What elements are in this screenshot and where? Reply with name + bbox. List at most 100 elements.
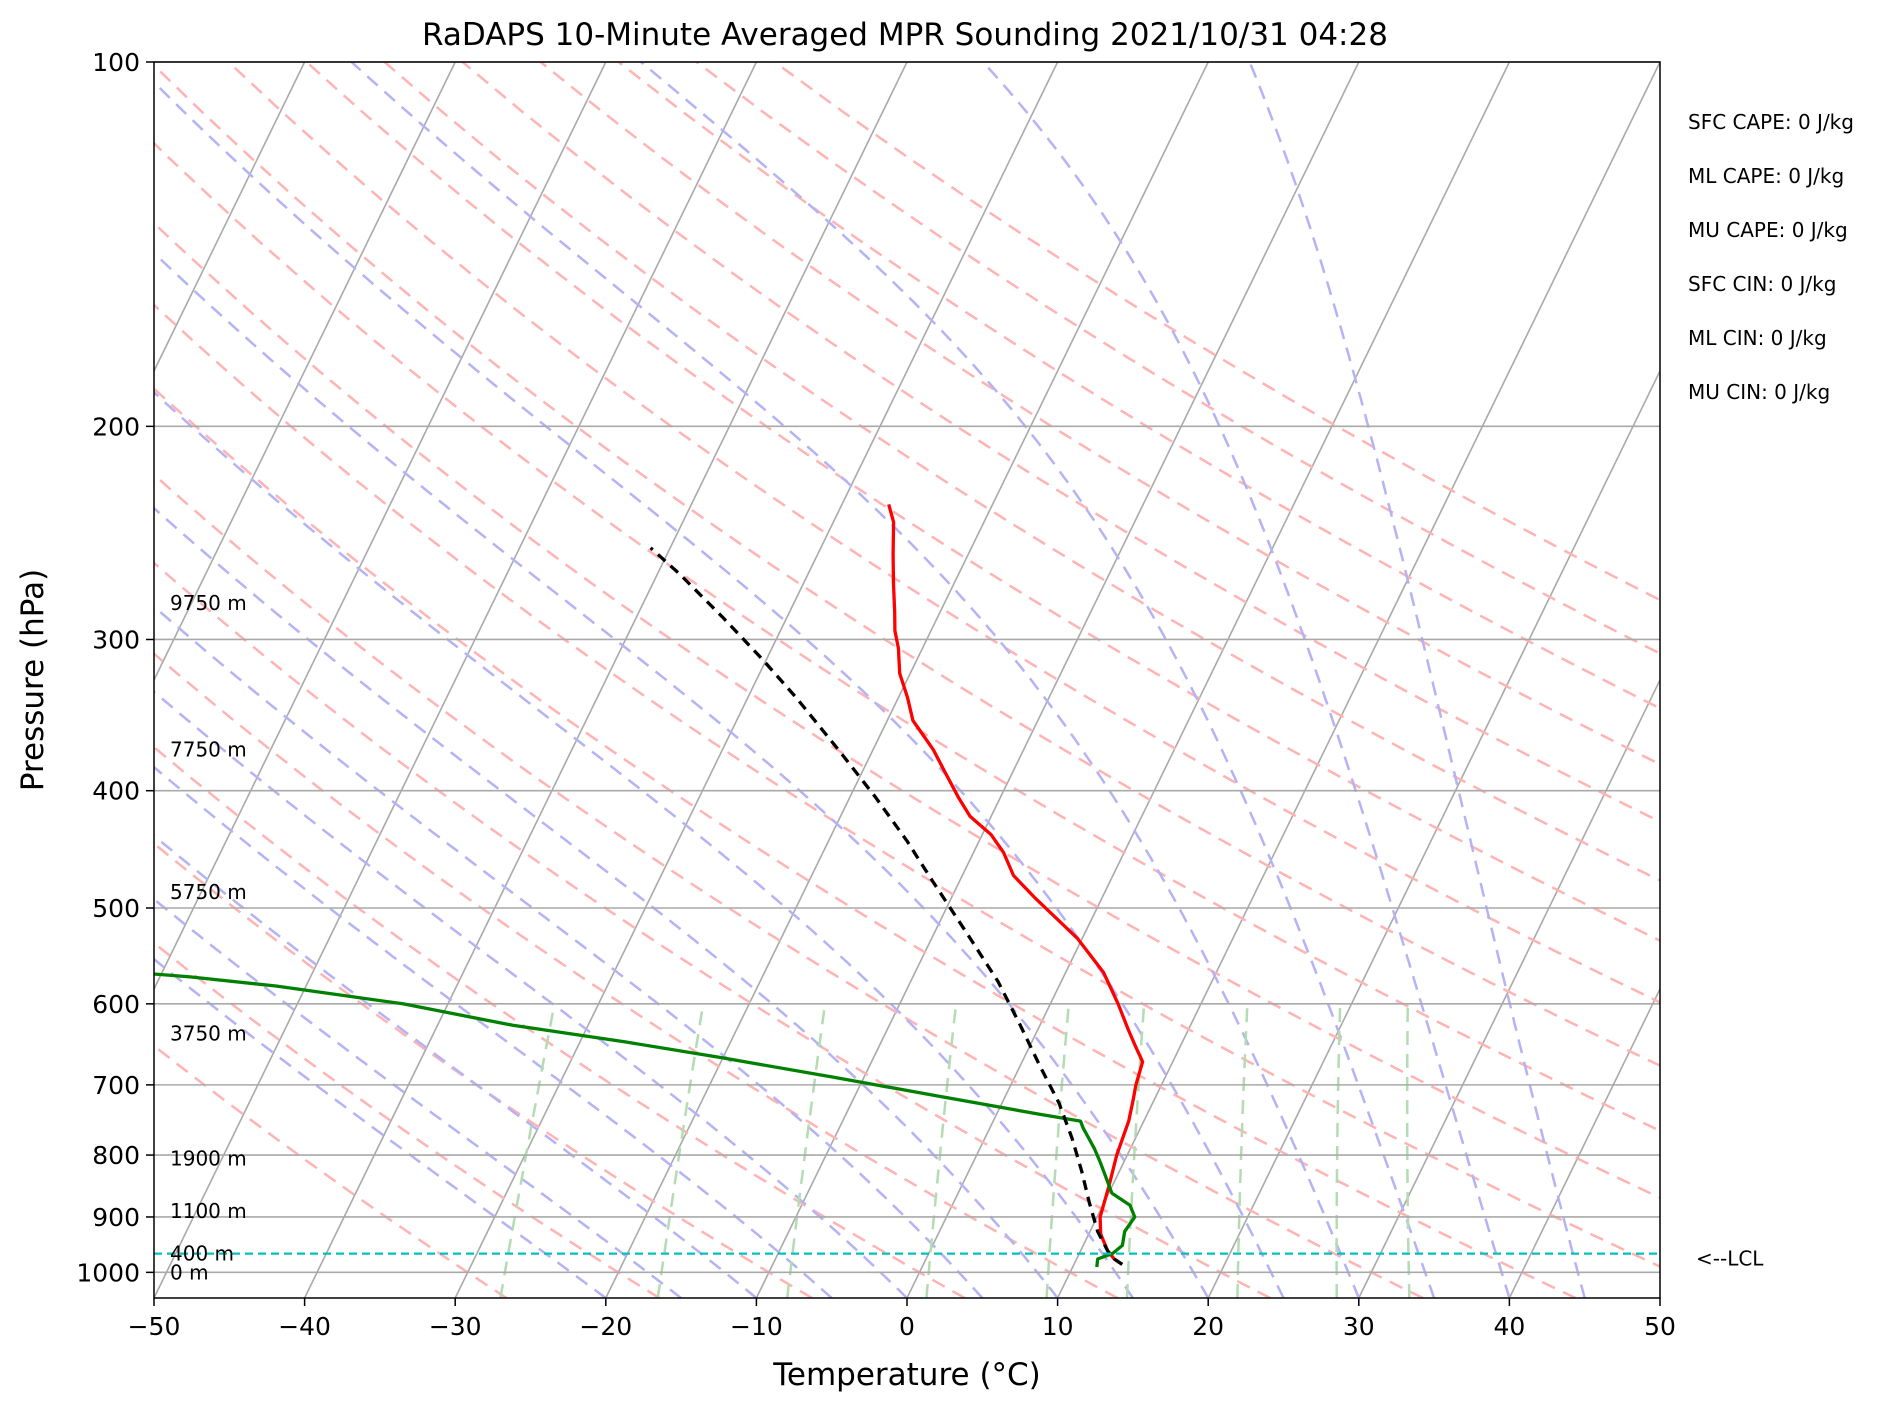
y-tick-label: 200 [92,412,140,441]
moist-adiabat-line [154,834,758,1298]
y-tick-label: 1000 [76,1258,140,1287]
dry-adiabat-line [154,63,1660,1068]
x-tick-label: 50 [1644,1312,1676,1341]
isotherm-line [605,62,1209,1298]
isotherm-line [1659,1296,1660,1298]
mixing-ratio-line [1335,1003,1342,1298]
x-tick-label: −20 [579,1312,632,1341]
moist-adiabat-line [154,765,833,1298]
stability-indices: SFC CAPE: 0 J/kg ML CAPE: 0 J/kg MU CAPE: … [1688,110,1854,404]
isotherm-line [454,62,1059,1298]
dry-adiabat-line [154,387,1577,1298]
isotherm-line [154,62,306,373]
height-labels: 9750 m 7750 m 5750 m 3750 m 1900 m 1100 m 400 … [170,591,247,1284]
height-label: 400 m [170,1242,234,1266]
moist-adiabat-line [982,62,1511,1298]
height-label: 1900 m [170,1146,247,1170]
mixing-ratio-line [1405,1003,1411,1298]
moist-adiabat-line [154,957,607,1298]
dry-adiabat-line [227,62,1660,1004]
index-label: MU CIN: 0 J/kg [1688,380,1830,404]
x-tick-label: −40 [278,1312,331,1341]
isotherm-line [1056,62,1660,1298]
isotherm-line [1207,369,1660,1298]
y-tick-label: 500 [92,894,140,923]
dry-adiabat-line [305,62,1660,942]
dry-adiabat-line [154,473,1424,1298]
mixing-ratio-line [1236,1003,1249,1298]
dry-adiabat-line [154,745,966,1298]
mixing-ratio-line [925,1003,958,1298]
x-tick-label: 20 [1192,1312,1224,1341]
index-label: SFC CAPE: 0 J/kg [1688,110,1854,134]
temperature-line [887,503,1145,1266]
index-label: SFC CIN: 0 J/kg [1688,272,1836,296]
mixing-ratio-line [499,1003,556,1298]
x-tick-label: 30 [1343,1312,1375,1341]
dry-adiabat-line [383,62,1660,882]
isotherm-line [303,62,908,1298]
x-axis-ticks: −50 −40 −30 −20 −10 0 10 20 30 40 50 [128,1298,1676,1341]
isotherm-line [0,62,3,1298]
moist-adiabat-line [154,506,1059,1298]
mixing-ratio-line [656,1003,705,1298]
dry-adiabat-line [539,62,1660,766]
height-label: 0 m [170,1260,209,1284]
y-tick-label: 400 [92,777,140,806]
dry-adiabat-line [154,561,1271,1298]
moist-adiabat-line [154,604,984,1298]
dry-adiabat-line [695,62,1660,655]
isotherm-line [154,62,456,682]
y-tick-label: 100 [92,48,140,77]
moist-adiabat-line [154,390,1134,1298]
x-tick-label: 10 [1042,1312,1074,1341]
moist-adiabat-line [1248,62,1586,1298]
background-lines [0,62,1660,1298]
dry-adiabat-line [154,141,1660,1133]
dry-adiabat-line [154,303,1660,1268]
mixing-ratio-line [785,1003,827,1298]
dry-adiabat-line [617,62,1660,710]
x-tick-label: −30 [429,1312,482,1341]
moist-adiabat-line [154,80,1285,1298]
height-label: 7750 m [170,738,247,762]
x-tick-label: 40 [1493,1312,1525,1341]
lcl-label: <--LCL [1696,1247,1764,1271]
moist-adiabat-line [154,690,908,1298]
mixing-ratio-line [1045,1003,1071,1298]
y-axis-label: Pressure (hPa) [15,569,51,791]
index-label: ML CIN: 0 J/kg [1688,326,1827,350]
height-label: 3750 m [170,1022,247,1046]
dry-adiabat-line [154,841,813,1298]
lcl-group: <--LCL [154,1247,1764,1271]
dewpoint-line [154,972,1137,1268]
parcel-profile-line [649,546,1124,1266]
y-tick-label: 800 [92,1141,140,1170]
y-tick-label: 900 [92,1203,140,1232]
x-tick-label: −10 [730,1312,783,1341]
isotherm-line [154,62,607,991]
isotherm-line [1358,678,1660,1298]
height-label: 5750 m [170,880,247,904]
dry-adiabat-line [461,62,1660,824]
y-tick-label: 700 [92,1071,140,1100]
isotherm-line [1508,987,1660,1298]
sounding-series [154,503,1145,1268]
index-label: ML CAPE: 0 J/kg [1688,164,1844,188]
dry-adiabat-line [773,62,1660,602]
height-label: 1100 m [170,1199,247,1223]
isotherm-line [154,62,758,1298]
dry-adiabat-line [154,221,1660,1200]
x-tick-label: −50 [128,1312,181,1341]
dry-adiabat-line [154,941,660,1298]
isotherm-line [906,62,1511,1298]
moist-adiabat-line [350,62,1360,1298]
moist-adiabat-line [154,897,682,1298]
height-label: 9750 m [170,591,247,615]
index-label: MU CAPE: 0 J/kg [1688,218,1848,242]
moist-adiabat-line [154,251,1210,1298]
chart-title: RaDAPS 10-Minute Averaged MPR Sounding 2… [422,17,1388,53]
y-tick-label: 300 [92,625,140,654]
x-tick-label: 0 [899,1312,915,1341]
